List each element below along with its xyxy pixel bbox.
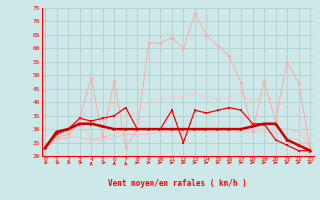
- X-axis label: Vent moyen/en rafales ( km/h ): Vent moyen/en rafales ( km/h ): [108, 179, 247, 188]
